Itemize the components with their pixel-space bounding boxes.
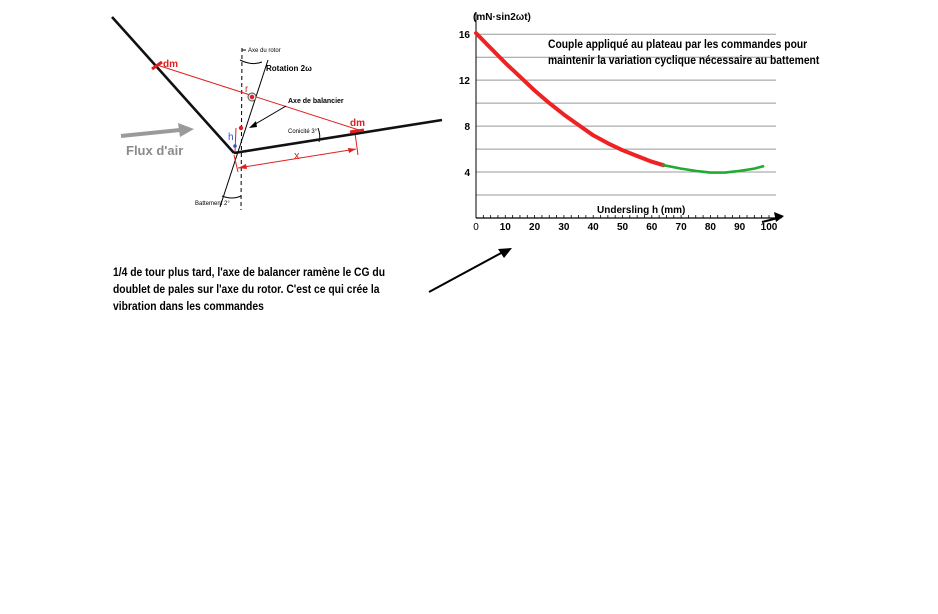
series-line-green (662, 163, 765, 174)
x-extension-right (354, 132, 359, 156)
airflow-arrow-head (178, 123, 194, 137)
rotation-arc (239, 59, 263, 65)
y-tick-label-16: 16 (459, 30, 471, 41)
dm-right-mark (349, 128, 365, 134)
x-tick-label-0: 0 (473, 222, 479, 233)
x-tick-label-90: 90 (734, 222, 746, 233)
chart-ticks: 0 10 20 30 40 50 60 70 80 90 100 4 8 12 16 (459, 30, 778, 233)
x-dimension-line (237, 148, 357, 169)
balancer-axis-pointer-head (249, 121, 257, 128)
rotor-axis-line (240, 47, 243, 211)
x-arrow-left (238, 164, 247, 169)
conicity-arc (317, 127, 321, 143)
x-tick-label-30: 30 (558, 222, 570, 233)
x-tick-label-100: 100 (761, 222, 778, 233)
right-blade (233, 118, 443, 155)
flapping-label: Battement 2° (195, 201, 230, 207)
conicity-label: Conicité 3° (288, 129, 318, 135)
x-tick-label-20: 20 (529, 222, 541, 233)
h-dimension-line (234, 127, 237, 153)
balancer-axis-pointer (251, 105, 287, 127)
y-axis-label: (mN·sin2ωt) (473, 12, 531, 23)
dm-right-label: dm (350, 118, 365, 129)
blade-hinge (233, 144, 237, 148)
x-tick-label-80: 80 (705, 222, 717, 233)
airflow-arrow-shaft (120, 128, 181, 138)
x-tick-label-50: 50 (617, 222, 629, 233)
chart-gridlines (476, 33, 776, 196)
x-tick-label-70: 70 (676, 222, 688, 233)
x-tick-label-10: 10 (500, 222, 512, 233)
balancer-axis-label: Axe de balancier (288, 98, 344, 105)
rotation-label: Rotation 2ω (266, 64, 312, 73)
x-tick-label-40: 40 (588, 222, 600, 233)
pointer-arrow (428, 248, 512, 293)
y-tick-label-12: 12 (459, 76, 471, 87)
balancer-pivot (238, 125, 244, 131)
rotor-axis-label: Axe du rotor (248, 48, 281, 54)
series-line-red (474, 31, 666, 168)
x-arrow-right (348, 148, 356, 153)
dm-left-mark (151, 60, 163, 71)
balancer-axis-line (219, 59, 269, 208)
h-label: h (228, 132, 234, 143)
chart-axes (475, 12, 784, 223)
rotor-diagram: dm dm Axe du rotor Rotation 2ω r Axe de … (111, 16, 443, 211)
x-tick-label-60: 60 (646, 222, 658, 233)
y-tick-label-4: 4 (464, 168, 470, 179)
x-label: x (294, 150, 300, 162)
flapping-arc (221, 195, 242, 199)
left-blade (111, 16, 235, 154)
airflow-label: Flux d'air (126, 143, 183, 158)
chart: 0 10 20 30 40 50 60 70 80 90 100 4 8 12 16 (mN·sin2ωt)… (459, 12, 784, 233)
x-extension-left (233, 154, 239, 173)
chart-title-caption: Couple appliqué au plateau par les comma… (548, 37, 820, 67)
explanation-caption: 1/4 de tour plus tard, l'axe de balancer… (113, 265, 386, 313)
r-label: r (245, 84, 249, 95)
cg-point-core (249, 94, 255, 100)
x-axis-arrowhead (774, 212, 784, 222)
chart-series (474, 31, 765, 174)
x-axis-label: Undersling h (mm) (597, 205, 685, 216)
dm-left-label: dm (163, 59, 178, 70)
blade-chord-line (156, 64, 363, 132)
y-tick-label-8: 8 (464, 122, 470, 133)
